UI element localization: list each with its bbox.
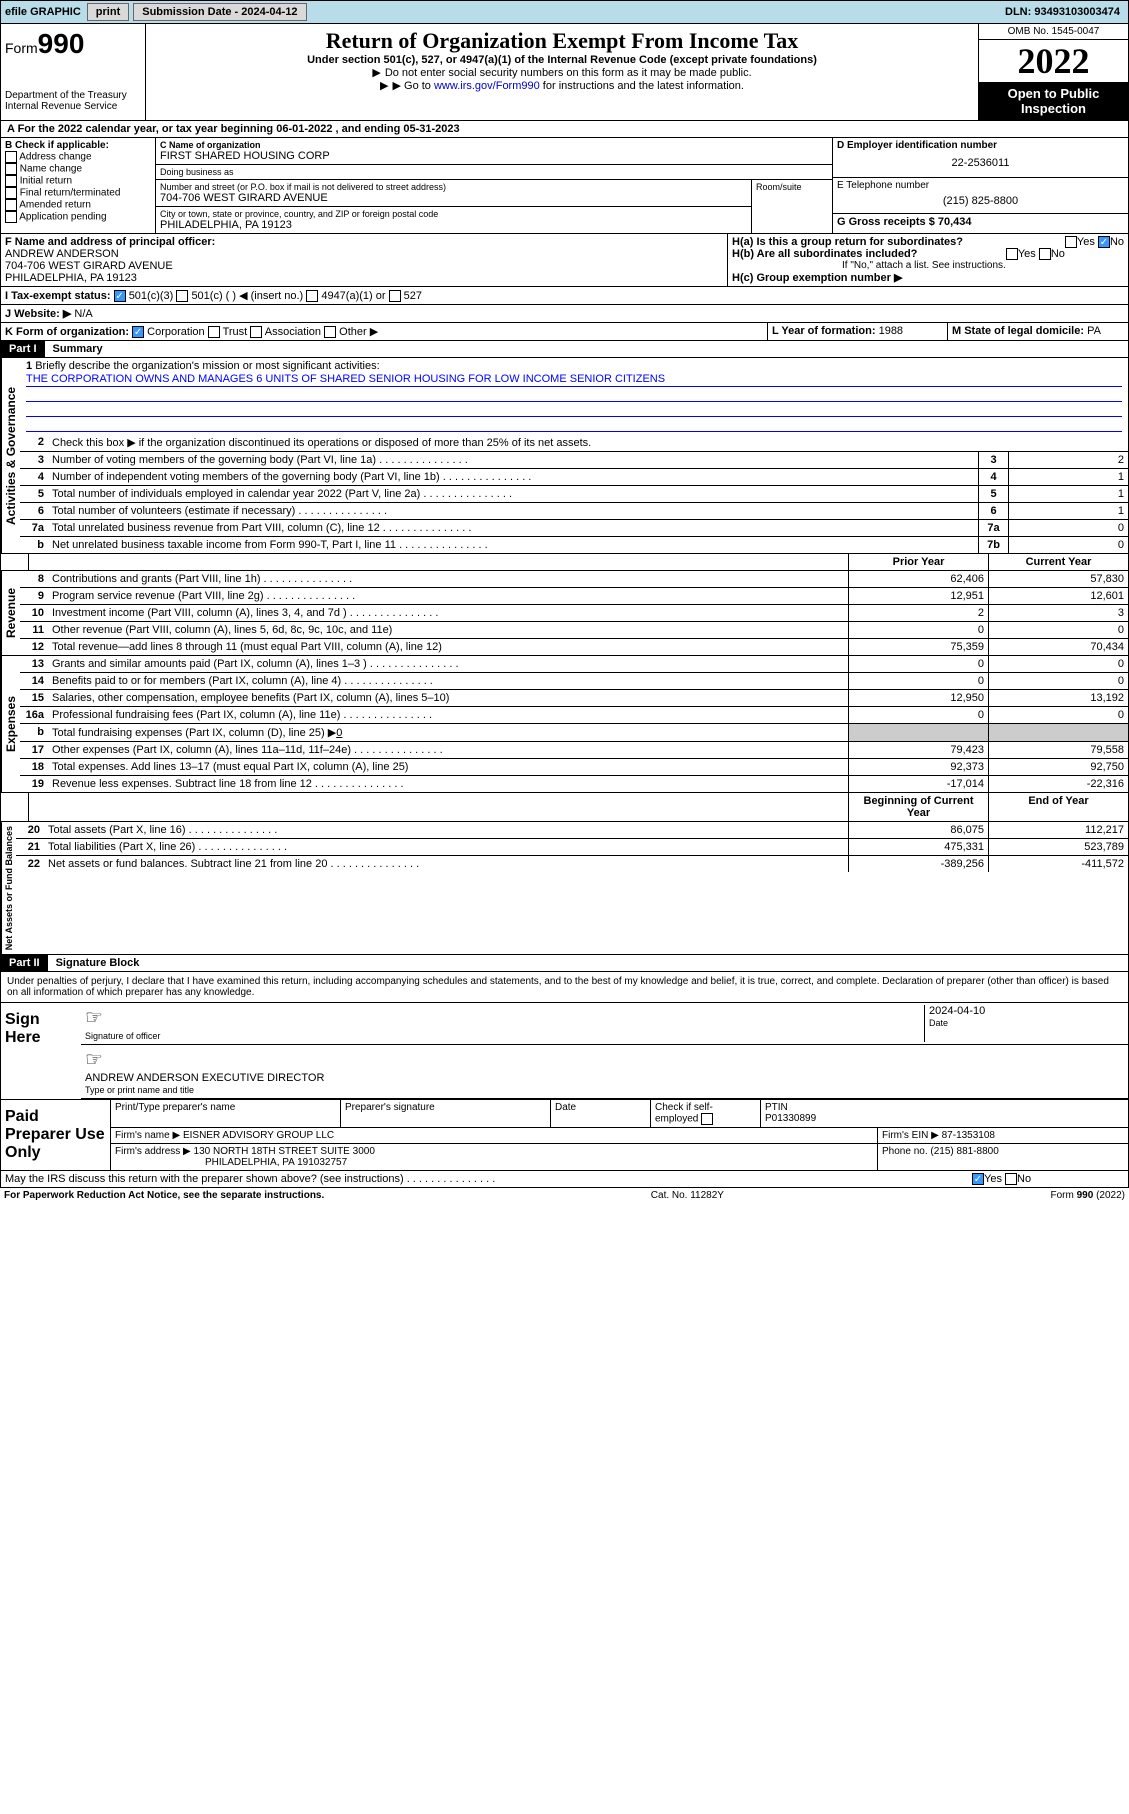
check-final[interactable]: Final return/terminated <box>5 187 151 199</box>
officer-addr1: 704-706 WEST GIRARD AVENUE <box>5 260 173 272</box>
section-fh: F Name and address of principal officer:… <box>0 234 1129 287</box>
street-address: 704-706 WEST GIRARD AVENUE <box>160 192 747 204</box>
section-j: J Website: ▶ N/A <box>0 305 1129 323</box>
check-address[interactable]: Address change <box>5 151 151 163</box>
phone-value: (215) 825-8800 <box>837 191 1124 211</box>
note-link: ▶ Go to www.irs.gov/Form990 for instruct… <box>150 79 974 92</box>
form-ref: Form 990 (2022) <box>1051 1190 1125 1201</box>
print-button[interactable]: print <box>87 3 129 21</box>
form-header: Form990 Department of the TreasuryIntern… <box>0 24 1129 121</box>
irs-link[interactable]: www.irs.gov/Form990 <box>434 80 540 92</box>
part2-header: Part IISignature Block <box>0 955 1129 972</box>
submission-date: Submission Date - 2024-04-12 <box>133 3 306 21</box>
part1-header: Part ISummary <box>0 341 1129 358</box>
paperwork-notice: For Paperwork Reduction Act Notice, see … <box>4 1190 324 1201</box>
line4: Number of independent voting members of … <box>48 469 978 485</box>
section-klm: K Form of organization: Corporation Trus… <box>0 323 1129 341</box>
revenue-block: Revenue 8Contributions and grants (Part … <box>0 571 1129 656</box>
gross-receipts: G Gross receipts $ 70,434 <box>833 214 1128 230</box>
dba-label: Doing business as <box>160 167 828 177</box>
line3: Number of voting members of the governin… <box>48 452 978 468</box>
officer-name: ANDREW ANDERSON <box>5 248 119 260</box>
line1-label: Briefly describe the organization's miss… <box>35 360 379 372</box>
check-list: Address change Name change Initial retur… <box>5 151 151 223</box>
netassets-label: Net Assets or Fund Balances <box>1 822 16 954</box>
sec-b-label: B Check if applicable: <box>5 140 109 151</box>
netassets-block: Net Assets or Fund Balances 20Total asse… <box>0 822 1129 955</box>
paid-preparer-label: Paid Preparer Use Only <box>1 1100 111 1170</box>
section-i: I Tax-exempt status: 501(c)(3) 501(c) ( … <box>0 287 1129 305</box>
dept-label: Department of the TreasuryInternal Reven… <box>5 90 141 112</box>
line5: Total number of individuals employed in … <box>48 486 978 502</box>
room-suite-label: Room/suite <box>752 180 832 233</box>
line6: Total number of volunteers (estimate if … <box>48 503 978 519</box>
city-state-zip: PHILADELPHIA, PA 19123 <box>160 219 747 231</box>
governance-label: Activities & Governance <box>1 358 20 553</box>
tax-year-line: A For the 2022 calendar year, or tax yea… <box>0 121 1129 138</box>
h-a: H(a) Is this a group return for subordin… <box>732 236 1124 248</box>
declaration: Under penalties of perjury, I declare th… <box>1 972 1128 1002</box>
form-title: Return of Organization Exempt From Incom… <box>150 28 974 54</box>
h-c: H(c) Group exemption number ▶ <box>732 271 1124 284</box>
addr-label: Number and street (or P.O. box if mail i… <box>160 182 747 192</box>
governance-block: Activities & Governance 1 Briefly descri… <box>0 358 1129 554</box>
h-b: H(b) Are all subordinates included? Yes … <box>732 248 1124 260</box>
org-name: FIRST SHARED HOUSING CORP <box>160 150 828 162</box>
top-bar: efile GRAPHIC print Submission Date - 20… <box>0 0 1129 24</box>
omb-number: OMB No. 1545-0047 <box>979 24 1128 40</box>
col-headers2: Beginning of Current Year End of Year <box>0 793 1129 822</box>
line7b: Net unrelated business taxable income fr… <box>48 537 978 553</box>
expenses-label: Expenses <box>1 656 20 792</box>
ein-label: D Employer identification number <box>837 140 1124 151</box>
col-headers: Prior Year Current Year <box>0 554 1129 571</box>
h-note: If "No," attach a list. See instructions… <box>732 260 1124 271</box>
mission-text: THE CORPORATION OWNS AND MANAGES 6 UNITS… <box>26 372 1122 387</box>
check-amended[interactable]: Amended return <box>5 199 151 211</box>
revenue-label: Revenue <box>1 571 20 655</box>
line7a: Total unrelated business revenue from Pa… <box>48 520 978 536</box>
officer-addr2: PHILADELPHIA, PA 19123 <box>5 272 137 284</box>
sign-here-label: Sign Here <box>1 1003 81 1099</box>
form-number: Form990 <box>5 28 141 60</box>
note-ssn: Do not enter social security numbers on … <box>150 66 974 79</box>
officer-label: F Name and address of principal officer: <box>5 236 215 248</box>
efile-label: efile GRAPHIC <box>1 6 85 18</box>
tax-year: 2022 <box>979 40 1128 82</box>
cat-no: Cat. No. 11282Y <box>651 1190 724 1201</box>
phone-label: E Telephone number <box>837 180 1124 191</box>
discuss-yes-no: Yes No <box>968 1171 1128 1187</box>
dln: DLN: 93493103003474 <box>997 6 1128 18</box>
city-label: City or town, state or province, country… <box>160 209 747 219</box>
signature-block: Under penalties of perjury, I declare th… <box>0 972 1129 1188</box>
check-name[interactable]: Name change <box>5 163 151 175</box>
line2: Check this box ▶ if the organization dis… <box>48 434 1128 451</box>
org-name-label: C Name of organization <box>160 140 828 150</box>
section-bcd: B Check if applicable: Address change Na… <box>0 138 1129 234</box>
check-pending[interactable]: Application pending <box>5 211 151 223</box>
discuss-line: May the IRS discuss this return with the… <box>1 1171 968 1187</box>
footer: For Paperwork Reduction Act Notice, see … <box>0 1188 1129 1203</box>
check-initial[interactable]: Initial return <box>5 175 151 187</box>
form-subtitle: Under section 501(c), 527, or 4947(a)(1)… <box>150 54 974 66</box>
public-inspection: Open to Public Inspection <box>979 82 1128 120</box>
ein-value: 22-2536011 <box>837 151 1124 175</box>
expenses-block: Expenses 13Grants and similar amounts pa… <box>0 656 1129 793</box>
